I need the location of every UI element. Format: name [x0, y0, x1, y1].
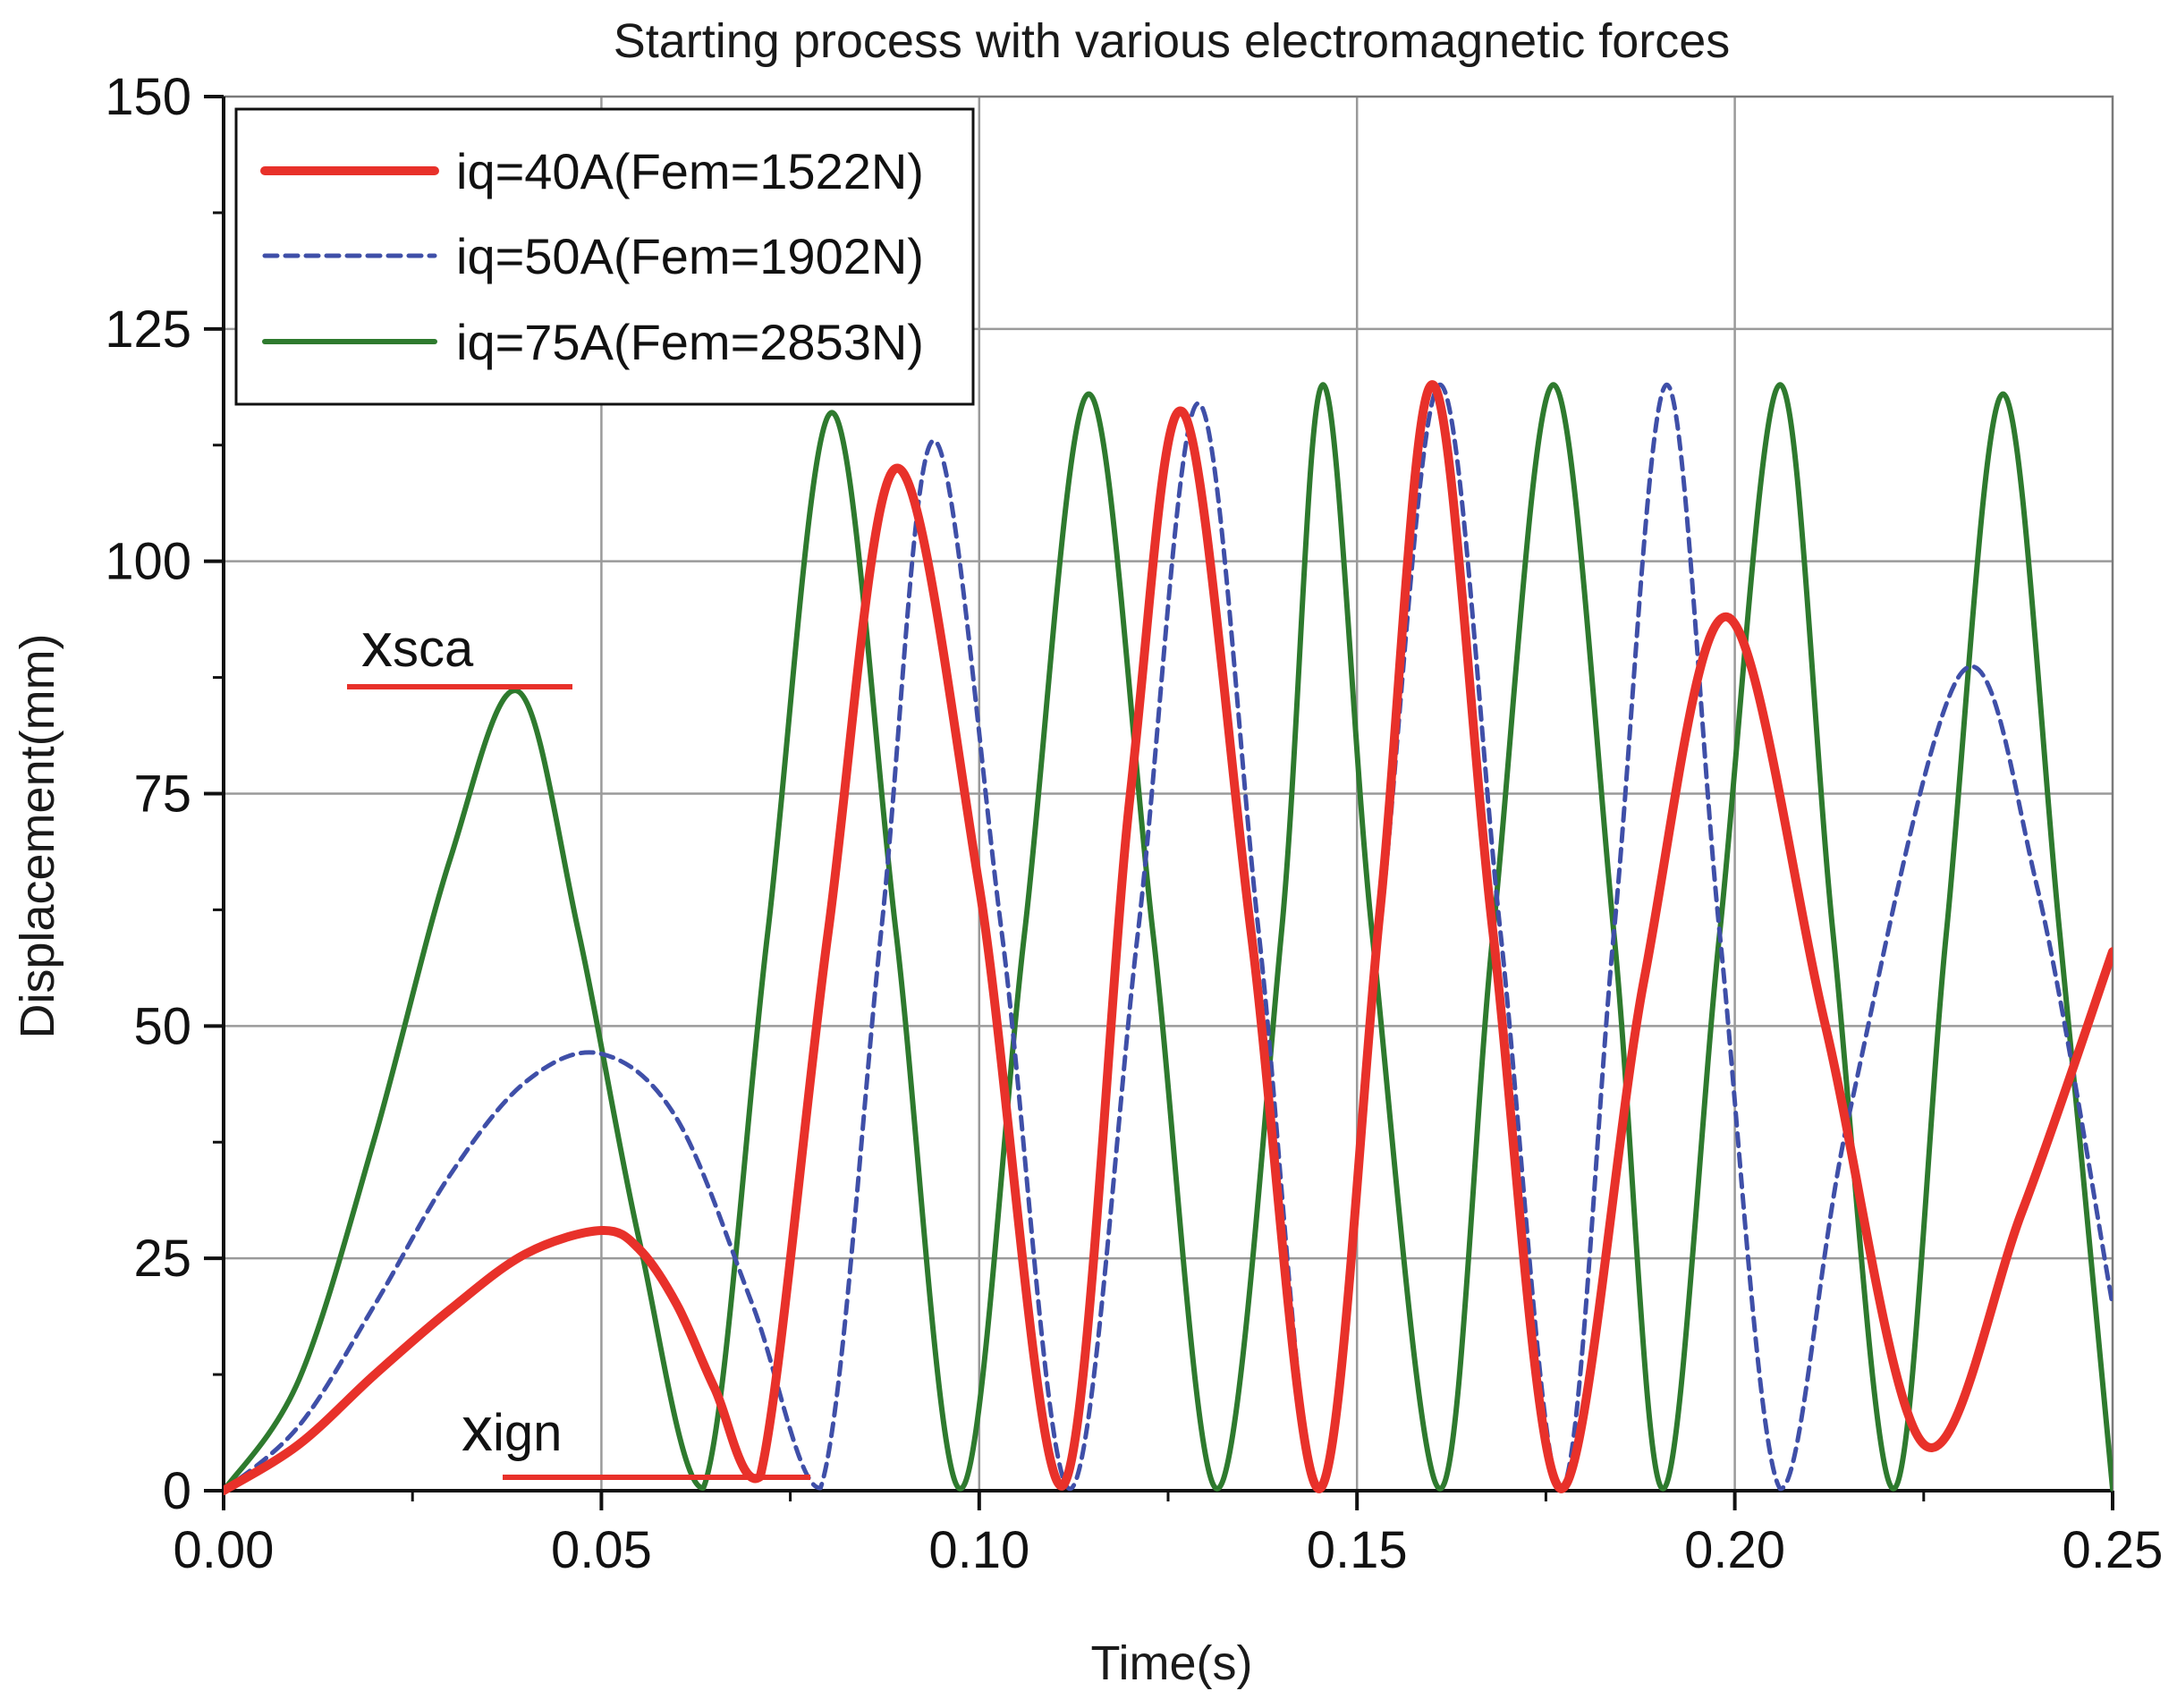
y-tick-label: 125 [105, 300, 191, 359]
y-tick-label: 75 [133, 765, 191, 824]
chart-title: Starting process with various electromag… [614, 14, 1731, 68]
x-tick-label: 0.00 [174, 1521, 275, 1579]
legend-label-2: iq=50A(Fem=1902N) [456, 228, 924, 284]
y-tick-label: 150 [105, 68, 191, 126]
annotation-xign-symbol: x [462, 1394, 493, 1464]
y-tick-label: 50 [133, 997, 191, 1055]
annotation-xsca-symbol: x [361, 610, 393, 680]
legend-label-3: iq=75A(Fem=2853N) [456, 314, 924, 370]
x-tick-label: 0.10 [928, 1521, 1029, 1579]
y-tick-label: 100 [105, 533, 191, 591]
x-tick-label: 0.15 [1307, 1521, 1408, 1579]
annotation-xsca: xsca [361, 610, 474, 680]
series-line-3 [224, 382, 2113, 1493]
series-layer [224, 380, 2113, 1495]
annotation-xign-subscript: ign [493, 1404, 562, 1462]
y-axis-label: Displacement(mm) [11, 633, 64, 1038]
y-tick-label: 25 [133, 1230, 191, 1288]
series-line-1 [224, 380, 2113, 1495]
x-tick-label: 0.05 [551, 1521, 652, 1579]
legend: iq=40A(Fem=1522N) iq=50A(Fem=1902N) iq=75A… [234, 107, 975, 406]
ticks-layer: 0.00 0.05 0.10 0.15 0.20 0.25 0 25 50 75 100 125 150 [105, 68, 2163, 1579]
annotation-xign: xign [462, 1394, 562, 1464]
legend-label-1: iq=40A(Fem=1522N) [456, 143, 924, 199]
x-tick-label: 0.25 [2063, 1521, 2164, 1579]
y-tick-label: 0 [163, 1462, 191, 1520]
annotation-xsca-subscript: sca [393, 620, 474, 678]
x-axis-label: Time(s) [1091, 1636, 1253, 1690]
series-line-2 [224, 382, 2113, 1493]
x-tick-label: 0.20 [1684, 1521, 1785, 1579]
